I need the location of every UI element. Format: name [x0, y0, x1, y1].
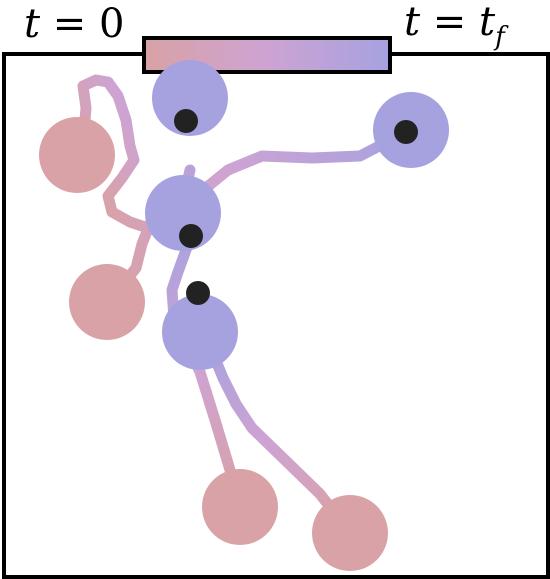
marker-dot-1 — [174, 109, 198, 133]
marker-dot-2 — [394, 120, 418, 144]
initial-disk-3 — [202, 469, 278, 545]
initial-disk-1 — [39, 117, 115, 193]
initial-disk-2 — [69, 264, 145, 340]
marker-dot-3 — [179, 224, 203, 248]
trajectory-path-3 — [172, 236, 240, 507]
marker-dot-4 — [186, 281, 210, 305]
final-disk-4 — [162, 294, 238, 370]
initial-disk-4 — [312, 495, 388, 571]
